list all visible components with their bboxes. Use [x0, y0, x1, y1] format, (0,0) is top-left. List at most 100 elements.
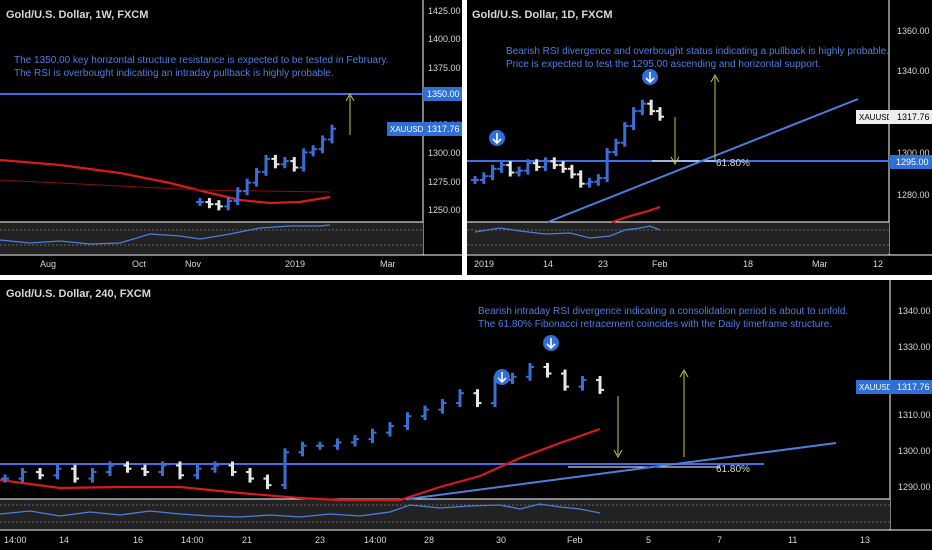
daily-x-tick: Mar	[812, 259, 828, 269]
h4-note-line-1: Bearish intraday RSI divergence indicati…	[478, 306, 848, 317]
daily-y-tick: 1340.00	[897, 66, 930, 76]
h4-panel: Gold/U.S. Dollar, 240, FXCM Bearish intr…	[0, 280, 932, 545]
panel-divider-horizontal	[0, 275, 932, 280]
h4-bar	[281, 448, 289, 490]
daily-bar	[497, 161, 506, 173]
h4-x-tick: 30	[496, 535, 506, 545]
weekly-bar	[299, 148, 308, 172]
daily-rsi-pane	[467, 222, 889, 254]
daily-bar	[620, 122, 629, 147]
h4-bar	[526, 362, 534, 381]
weekly-bar	[252, 167, 261, 187]
h4-arrow-down-head	[613, 449, 623, 459]
h4-ma-line	[0, 427, 601, 502]
weekly-bar	[233, 187, 242, 205]
daily-bar	[515, 166, 524, 177]
daily-fib-label: 61.80%	[716, 158, 750, 169]
weekly-rsi-pane	[0, 222, 423, 254]
weekly-bar	[262, 154, 270, 176]
h4-x-tick: 16	[133, 535, 143, 545]
weekly-arrow-head	[345, 92, 355, 102]
h4-bar	[438, 399, 447, 414]
h4-bar	[596, 376, 604, 394]
daily-y-tick: 1360.00	[897, 26, 930, 36]
weekly-title: Gold/U.S. Dollar, 1W, FXCM	[6, 9, 148, 21]
h4-price-badge	[890, 380, 932, 394]
h4-x-tick: 14	[59, 535, 69, 545]
h4-bar	[123, 461, 132, 473]
weekly-rsi-line	[0, 224, 331, 245]
weekly-x-tick: Mar	[380, 259, 396, 269]
weekly-note-line-2: The RSI is overbought indicating an intr…	[14, 68, 334, 79]
h4-bar	[456, 389, 464, 408]
weekly-panel: Gold/U.S. Dollar, 1W, FXCM The 1350.00 k…	[0, 0, 462, 269]
daily-title: Gold/U.S. Dollar, 1D, FXCM	[472, 9, 613, 21]
h4-rsi-pane	[0, 499, 890, 529]
daily-bar	[559, 161, 568, 173]
weekly-price-badge	[423, 122, 462, 136]
h4-y-tick: 1310.00	[898, 410, 931, 420]
weekly-bar	[196, 198, 204, 207]
h4-bar	[106, 461, 114, 477]
daily-note-line-1: Bearish RSI divergence and overbought st…	[506, 46, 889, 57]
h4-bar	[18, 468, 27, 483]
h4-bar	[141, 464, 149, 477]
h4-bar	[351, 435, 359, 447]
weekly-y-tick: 1275.00	[428, 177, 461, 187]
h4-x-tick: 14:00	[4, 535, 27, 545]
h4-bar	[578, 376, 587, 391]
h4-arrow-up-head	[679, 368, 689, 378]
weekly-symbol-badge	[387, 122, 423, 136]
weekly-bar	[205, 198, 214, 209]
h4-y-tick: 1290.00	[898, 482, 931, 492]
h4-y-tick: 1340.00	[898, 306, 931, 316]
h4-bar	[333, 438, 342, 450]
h4-fib-label: 61.80%	[716, 464, 750, 475]
daily-level-badge	[889, 155, 932, 169]
daily-x-tick: 14	[543, 259, 553, 269]
h4-x-tick: 14:00	[181, 535, 204, 545]
weekly-bar	[290, 157, 299, 172]
daily-x-tick: 2019	[474, 259, 494, 269]
daily-bar	[550, 157, 559, 170]
h4-bar	[176, 461, 184, 480]
weekly-y-tick: 1375.00	[428, 63, 461, 73]
daily-note-line-2: Price is expected to test the 1295.00 as…	[506, 59, 821, 70]
weekly-level-badge	[423, 87, 462, 101]
weekly-price-bars	[196, 124, 336, 211]
weekly-level-label: 1350.00	[427, 89, 460, 99]
daily-trend-line	[547, 98, 859, 223]
daily-bar	[656, 107, 664, 121]
h4-bar	[246, 468, 254, 483]
daily-bar	[479, 172, 488, 184]
weekly-x-tick: Oct	[132, 259, 147, 269]
h4-x-tick: 23	[315, 535, 325, 545]
h4-x-tick: 7	[717, 535, 722, 545]
daily-panel: Gold/U.S. Dollar, 1D, FXCM Bearish RSI d…	[467, 0, 932, 269]
daily-bar	[523, 159, 532, 175]
weekly-ma-line	[0, 158, 331, 205]
weekly-y-tick: 1425.00	[428, 6, 461, 16]
h4-bar	[71, 464, 79, 483]
daily-arrow-down-head	[670, 156, 680, 166]
weekly-bar	[280, 157, 289, 169]
h4-trend-line	[407, 442, 837, 500]
daily-bar	[506, 161, 515, 177]
h4-title: Gold/U.S. Dollar, 240, FXCM	[6, 288, 151, 300]
weekly-ma-slow-line	[0, 179, 331, 193]
daily-rsi-line	[474, 225, 661, 239]
h4-bar	[228, 461, 237, 477]
h4-bar	[403, 412, 412, 431]
h4-rsi-line	[0, 503, 601, 518]
daily-bar	[629, 107, 638, 131]
h4-y-tick: 1330.00	[898, 342, 931, 352]
h4-x-tick: 28	[424, 535, 434, 545]
h4-bar	[298, 441, 307, 457]
weekly-bar	[328, 124, 336, 144]
daily-bar	[638, 99, 647, 116]
daily-y-tick: 1280.00	[897, 190, 930, 200]
daily-price: 1317.76	[897, 112, 930, 122]
h4-bar	[1, 474, 9, 483]
weekly-symbol: XAUUSD	[390, 125, 424, 134]
h4-divergence-marker	[543, 335, 559, 351]
